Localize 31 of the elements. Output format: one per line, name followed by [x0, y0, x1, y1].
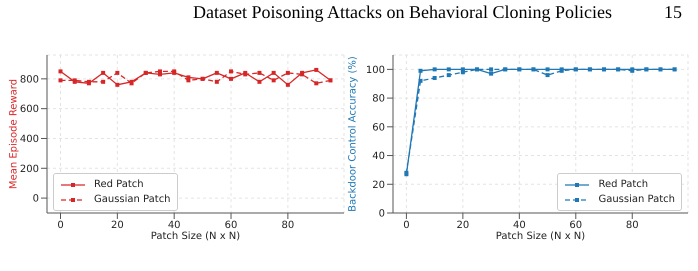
y-tick-label: 20 [372, 180, 385, 191]
legend-label: Red Patch [598, 178, 648, 192]
y-tick-label: 200 [20, 164, 39, 175]
y-tick-label: 600 [20, 104, 39, 116]
x-tick-label: 80 [282, 220, 294, 232]
x-tick-label: 20 [110, 220, 124, 232]
y-axis-title: Mean Episode Reward [8, 78, 20, 190]
x-tick-label: 60 [569, 220, 582, 232]
y-tick-label: 100 [366, 64, 385, 76]
x-axis-title: Patch Size (N x N) [150, 231, 240, 242]
y-axis-title: Backdoor Control Accuracy (%) [348, 56, 358, 212]
x-tick-label: 60 [224, 220, 238, 232]
y-tick-label: 0 [32, 194, 39, 205]
x-tick-label: 0 [57, 220, 64, 232]
x-tick-label: 20 [456, 220, 470, 232]
x-tick-label: 40 [512, 220, 526, 232]
legend-label: Gaussian Patch [598, 193, 675, 207]
x-axis-title: Patch Size (N x N) [496, 231, 586, 242]
text: 15 [664, 2, 682, 23]
x-tick-label: 80 [626, 220, 639, 232]
y-tick-label: 400 [20, 134, 39, 146]
y-tick-label: 40 [372, 151, 385, 162]
legend-label: Red Patch [94, 178, 144, 192]
y-tick-label: 800 [20, 74, 39, 86]
x-tick-label: 0 [403, 220, 410, 232]
legend-label: Gaussian Patch [94, 193, 171, 207]
x-tick-label: 40 [168, 220, 181, 232]
y-tick-label: 60 [372, 122, 385, 134]
text: Dataset Poisoning Attacks on Behavioral Cloning Policies [193, 2, 612, 23]
y-tick-label: 80 [372, 94, 385, 105]
y-tick-label: 0 [378, 208, 385, 220]
